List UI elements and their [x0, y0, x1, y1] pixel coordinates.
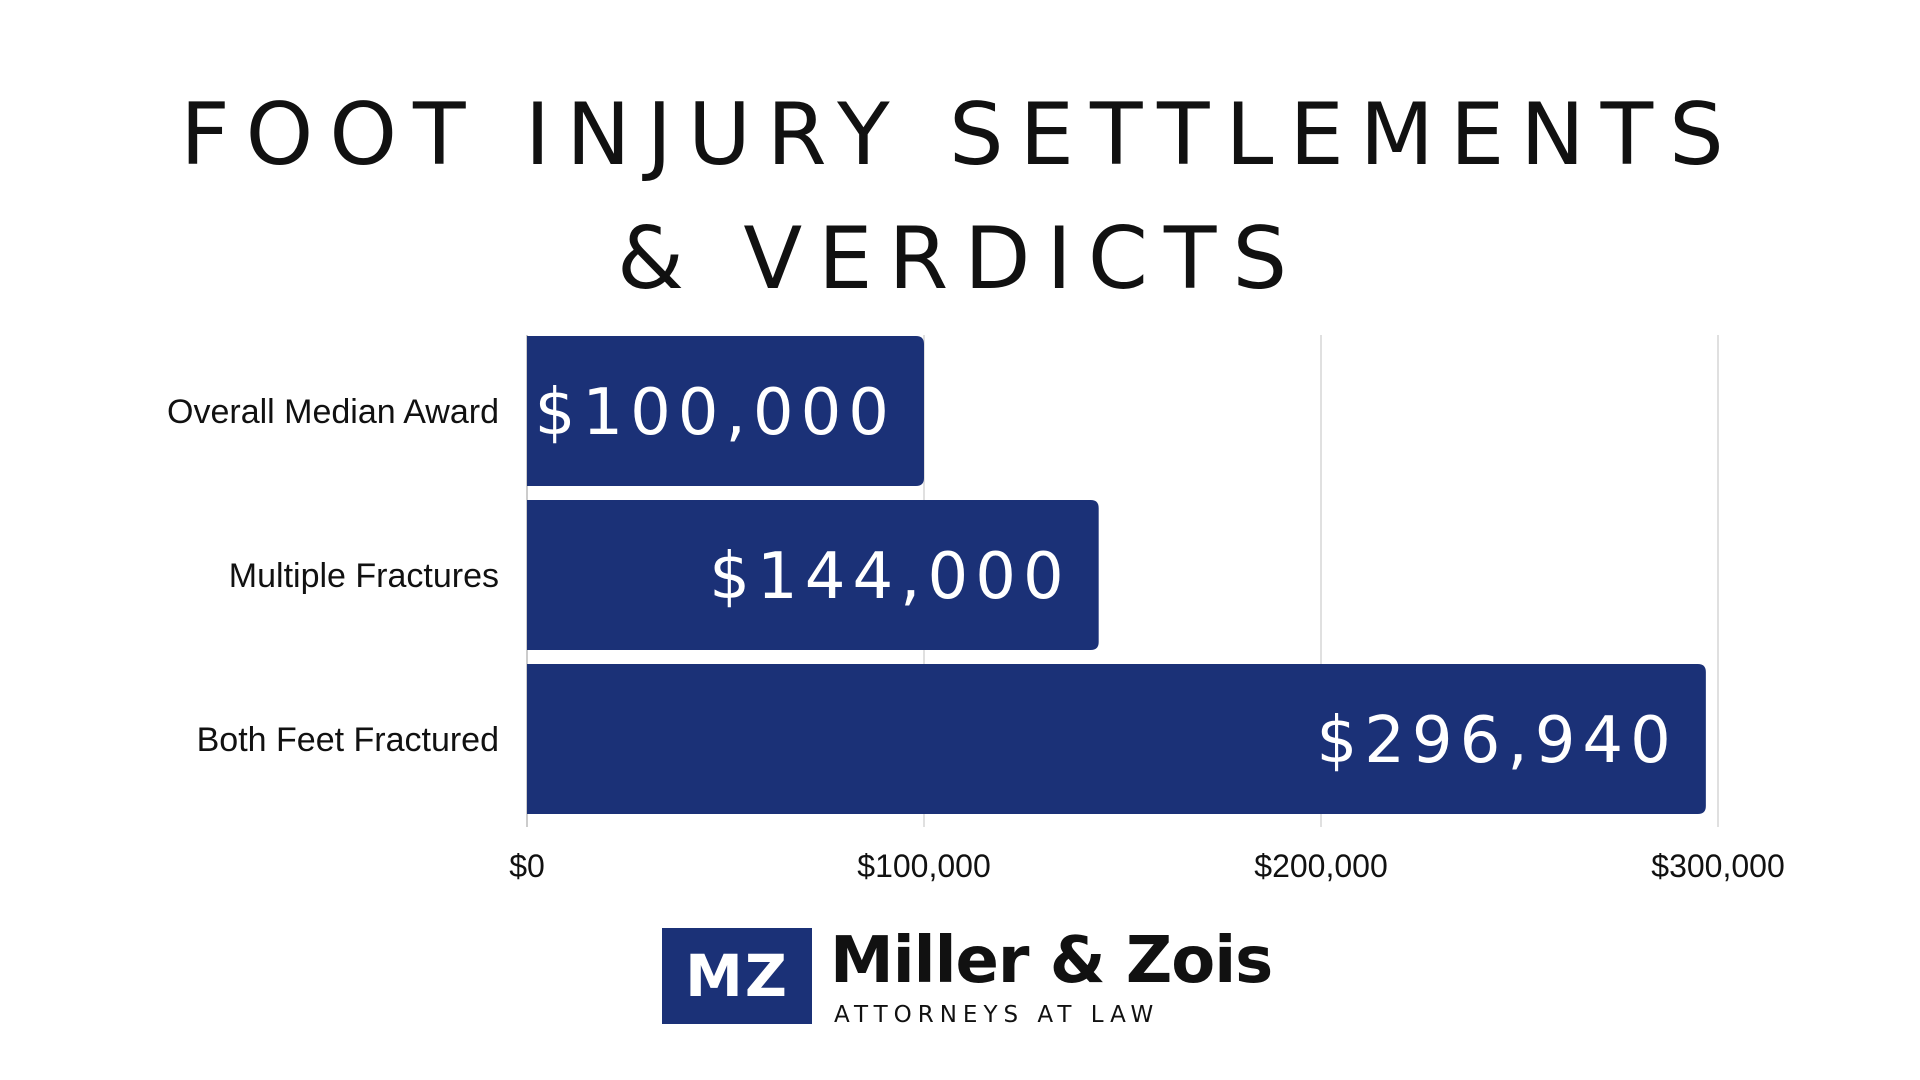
logo-mark-icon: MZ	[662, 928, 812, 1024]
bar-value-label: $296,940	[1316, 704, 1677, 778]
bar	[527, 500, 1099, 650]
bar-value-label: $100,000	[535, 376, 896, 450]
logo-name: Miller & Zois	[830, 924, 1273, 998]
chart-title-line-1: FOOT INJURY SETTLEMENTS	[180, 85, 1740, 185]
chart-title-line-2: & VERDICTS	[616, 209, 1304, 309]
category-label: Multiple Fractures	[229, 557, 499, 595]
company-logo: MZ Miller & Zois ATTORNEYS AT LAW	[662, 924, 1273, 1028]
x-tick-label: $100,000	[857, 848, 990, 884]
bar-value-label: $144,000	[709, 540, 1070, 614]
category-label: Both Feet Fractured	[197, 721, 499, 759]
logo-tagline: ATTORNEYS AT LAW	[834, 1002, 1160, 1028]
bar	[527, 664, 1706, 814]
category-label: Overall Median Award	[167, 393, 499, 431]
x-tick-label: $0	[509, 848, 545, 884]
x-tick-label: $300,000	[1651, 848, 1784, 884]
bar	[527, 336, 924, 486]
x-tick-label: $200,000	[1254, 848, 1387, 884]
